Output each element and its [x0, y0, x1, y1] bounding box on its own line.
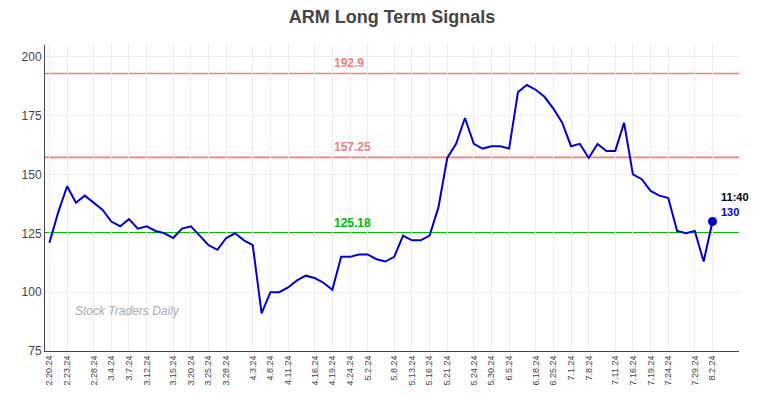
svg-text:3.12.24: 3.12.24 [142, 356, 152, 386]
svg-text:5.13.24: 5.13.24 [407, 356, 417, 386]
svg-text:5.2.24: 5.2.24 [363, 356, 373, 381]
svg-text:175: 175 [22, 109, 42, 123]
svg-text:5.30.24: 5.30.24 [486, 356, 496, 386]
svg-text:2.23.24: 2.23.24 [62, 356, 72, 386]
svg-text:ARM Long Term Signals: ARM Long Term Signals [289, 7, 496, 27]
svg-text:3.28.24: 3.28.24 [221, 356, 231, 386]
svg-text:200: 200 [22, 50, 42, 64]
svg-text:7.1.24: 7.1.24 [566, 356, 576, 381]
svg-text:7.8.24: 7.8.24 [584, 356, 594, 381]
svg-text:3.20.24: 3.20.24 [186, 356, 196, 386]
svg-text:125.18: 125.18 [334, 216, 371, 230]
svg-text:2.28.24: 2.28.24 [89, 356, 99, 386]
svg-text:4.24.24: 4.24.24 [345, 356, 355, 386]
svg-text:6.18.24: 6.18.24 [531, 356, 541, 386]
svg-text:192.9: 192.9 [334, 56, 364, 70]
svg-text:Stock Traders Daily: Stock Traders Daily [75, 304, 180, 318]
svg-text:5.21.24: 5.21.24 [442, 356, 452, 386]
svg-text:6.5.24: 6.5.24 [504, 356, 514, 381]
svg-text:2.20.24: 2.20.24 [44, 356, 54, 386]
svg-text:8.2.24: 8.2.24 [707, 356, 717, 381]
svg-text:150: 150 [22, 168, 42, 182]
svg-text:4.8.24: 4.8.24 [265, 356, 275, 381]
svg-text:3.4.24: 3.4.24 [106, 356, 116, 381]
svg-text:7.16.24: 7.16.24 [628, 356, 638, 386]
svg-text:3.15.24: 3.15.24 [168, 356, 178, 386]
svg-text:4.11.24: 4.11.24 [283, 356, 293, 385]
svg-text:3.7.24: 3.7.24 [124, 356, 134, 381]
svg-text:100: 100 [22, 285, 42, 299]
svg-text:75: 75 [28, 344, 42, 358]
svg-text:4.16.24: 4.16.24 [310, 356, 320, 386]
svg-text:7.19.24: 7.19.24 [646, 356, 656, 386]
svg-text:130: 130 [721, 206, 739, 218]
svg-text:7.29.24: 7.29.24 [690, 356, 700, 386]
svg-text:4.19.24: 4.19.24 [327, 356, 337, 386]
svg-text:157.25: 157.25 [334, 140, 371, 154]
svg-text:5.8.24: 5.8.24 [389, 356, 399, 381]
svg-text:5.24.24: 5.24.24 [469, 356, 479, 386]
svg-text:7.11.24: 7.11.24 [610, 356, 620, 385]
svg-text:6.25.24: 6.25.24 [548, 356, 558, 386]
svg-text:3.25.24: 3.25.24 [203, 356, 213, 386]
svg-text:4.3.24: 4.3.24 [248, 356, 258, 381]
svg-text:7.24.24: 7.24.24 [663, 356, 673, 386]
svg-text:5.16.24: 5.16.24 [424, 356, 434, 386]
svg-text:125: 125 [22, 227, 42, 241]
svg-text:11:40: 11:40 [721, 191, 749, 203]
